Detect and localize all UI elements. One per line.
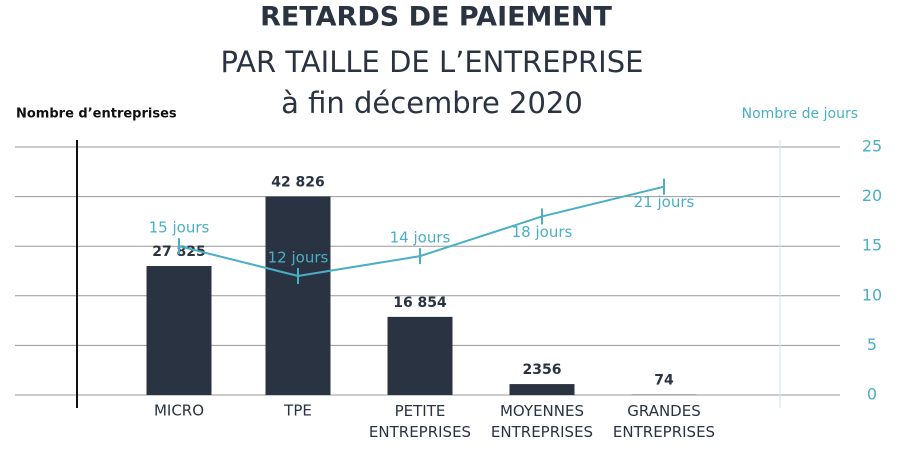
bar [146, 266, 212, 395]
y2-axis-label: Nombre de jours [742, 106, 858, 122]
bar [265, 196, 331, 395]
bar-value-label: 42 826 [271, 174, 325, 190]
line-value-label: 18 jours [512, 223, 573, 241]
y2-tick-label: 15 [862, 236, 882, 255]
bar-value-label: 2356 [523, 362, 562, 378]
line-value-label: 14 jours [390, 229, 451, 247]
line-value-label: 15 jours [149, 219, 210, 237]
x-tick-label: GRANDES ENTREPRISES [613, 402, 715, 441]
y-axis-label: Nombre d’entreprises [16, 107, 177, 122]
chart-title: RETARDS DE PAIEMENT [260, 2, 612, 33]
bar [387, 316, 453, 395]
line-value-label: 12 jours [268, 248, 329, 266]
bar-value-label: 74 [654, 373, 674, 389]
y2-tick-label: 20 [862, 186, 882, 205]
chart-subtitle: à fin décembre 2020 [281, 86, 583, 120]
x-tick-label: MICRO [154, 402, 204, 420]
bar [509, 384, 575, 395]
x-tick-label: MOYENNES ENTREPRISES [491, 402, 593, 441]
y2-tick-label: 10 [862, 285, 882, 304]
x-tick-label: TPE [283, 402, 312, 420]
y2-tick-label: 25 [862, 137, 882, 156]
bar-value-label: 16 854 [393, 295, 447, 311]
x-tick-label: PETITE ENTREPRISES [369, 402, 471, 441]
y2-tick-label: 0 [867, 385, 877, 404]
line-value-label: 21 jours [634, 193, 695, 211]
chart-subtitle: PAR TAILLE DE L’ENTREPRISE [221, 45, 644, 79]
y2-tick-label: 5 [867, 335, 877, 354]
